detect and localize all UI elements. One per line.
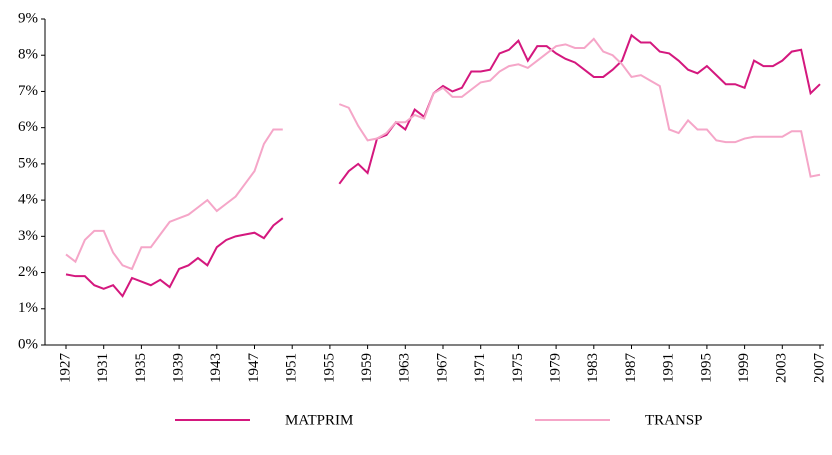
y-tick-label: 0% <box>18 336 38 352</box>
x-tick-label: 1991 <box>661 353 677 383</box>
x-tick-label: 1975 <box>510 353 526 383</box>
series-line <box>65 37 821 271</box>
x-tick-label: 1983 <box>585 353 601 383</box>
series-line <box>65 33 821 298</box>
x-tick-label: 1943 <box>208 353 224 383</box>
x-tick-label: 1931 <box>95 353 111 383</box>
x-tick-label: 1939 <box>171 353 187 383</box>
x-tick-label: 1999 <box>736 353 752 383</box>
y-tick-label: 8% <box>18 47 38 63</box>
x-tick-label: 1951 <box>284 353 300 383</box>
x-tick-label: 1963 <box>397 353 413 383</box>
legend-label: TRANSP <box>645 412 703 428</box>
x-tick-label: 1955 <box>321 353 337 383</box>
x-tick-label: 2003 <box>774 353 790 383</box>
x-tick-label: 1947 <box>246 353 262 384</box>
x-tick-label: 2007 <box>811 353 827 384</box>
legend-label: MATPRIM <box>285 412 353 428</box>
x-tick-label: 1979 <box>548 353 564 383</box>
x-tick-label: 1927 <box>57 353 73 384</box>
x-tick-label: 1935 <box>133 353 149 383</box>
y-tick-label: 5% <box>18 155 38 171</box>
x-tick-label: 1959 <box>359 353 375 383</box>
x-tick-label: 1995 <box>698 353 714 383</box>
x-tick-label: 1967 <box>434 353 450 384</box>
y-tick-label: 2% <box>18 264 38 280</box>
y-tick-label: 1% <box>18 300 38 316</box>
x-tick-label: 1987 <box>623 353 639 384</box>
x-tick-label: 1971 <box>472 353 488 383</box>
y-tick-label: 9% <box>18 10 38 26</box>
y-tick-label: 4% <box>18 192 38 208</box>
y-tick-label: 3% <box>18 228 38 244</box>
y-tick-label: 7% <box>18 83 38 99</box>
y-tick-label: 6% <box>18 119 38 135</box>
